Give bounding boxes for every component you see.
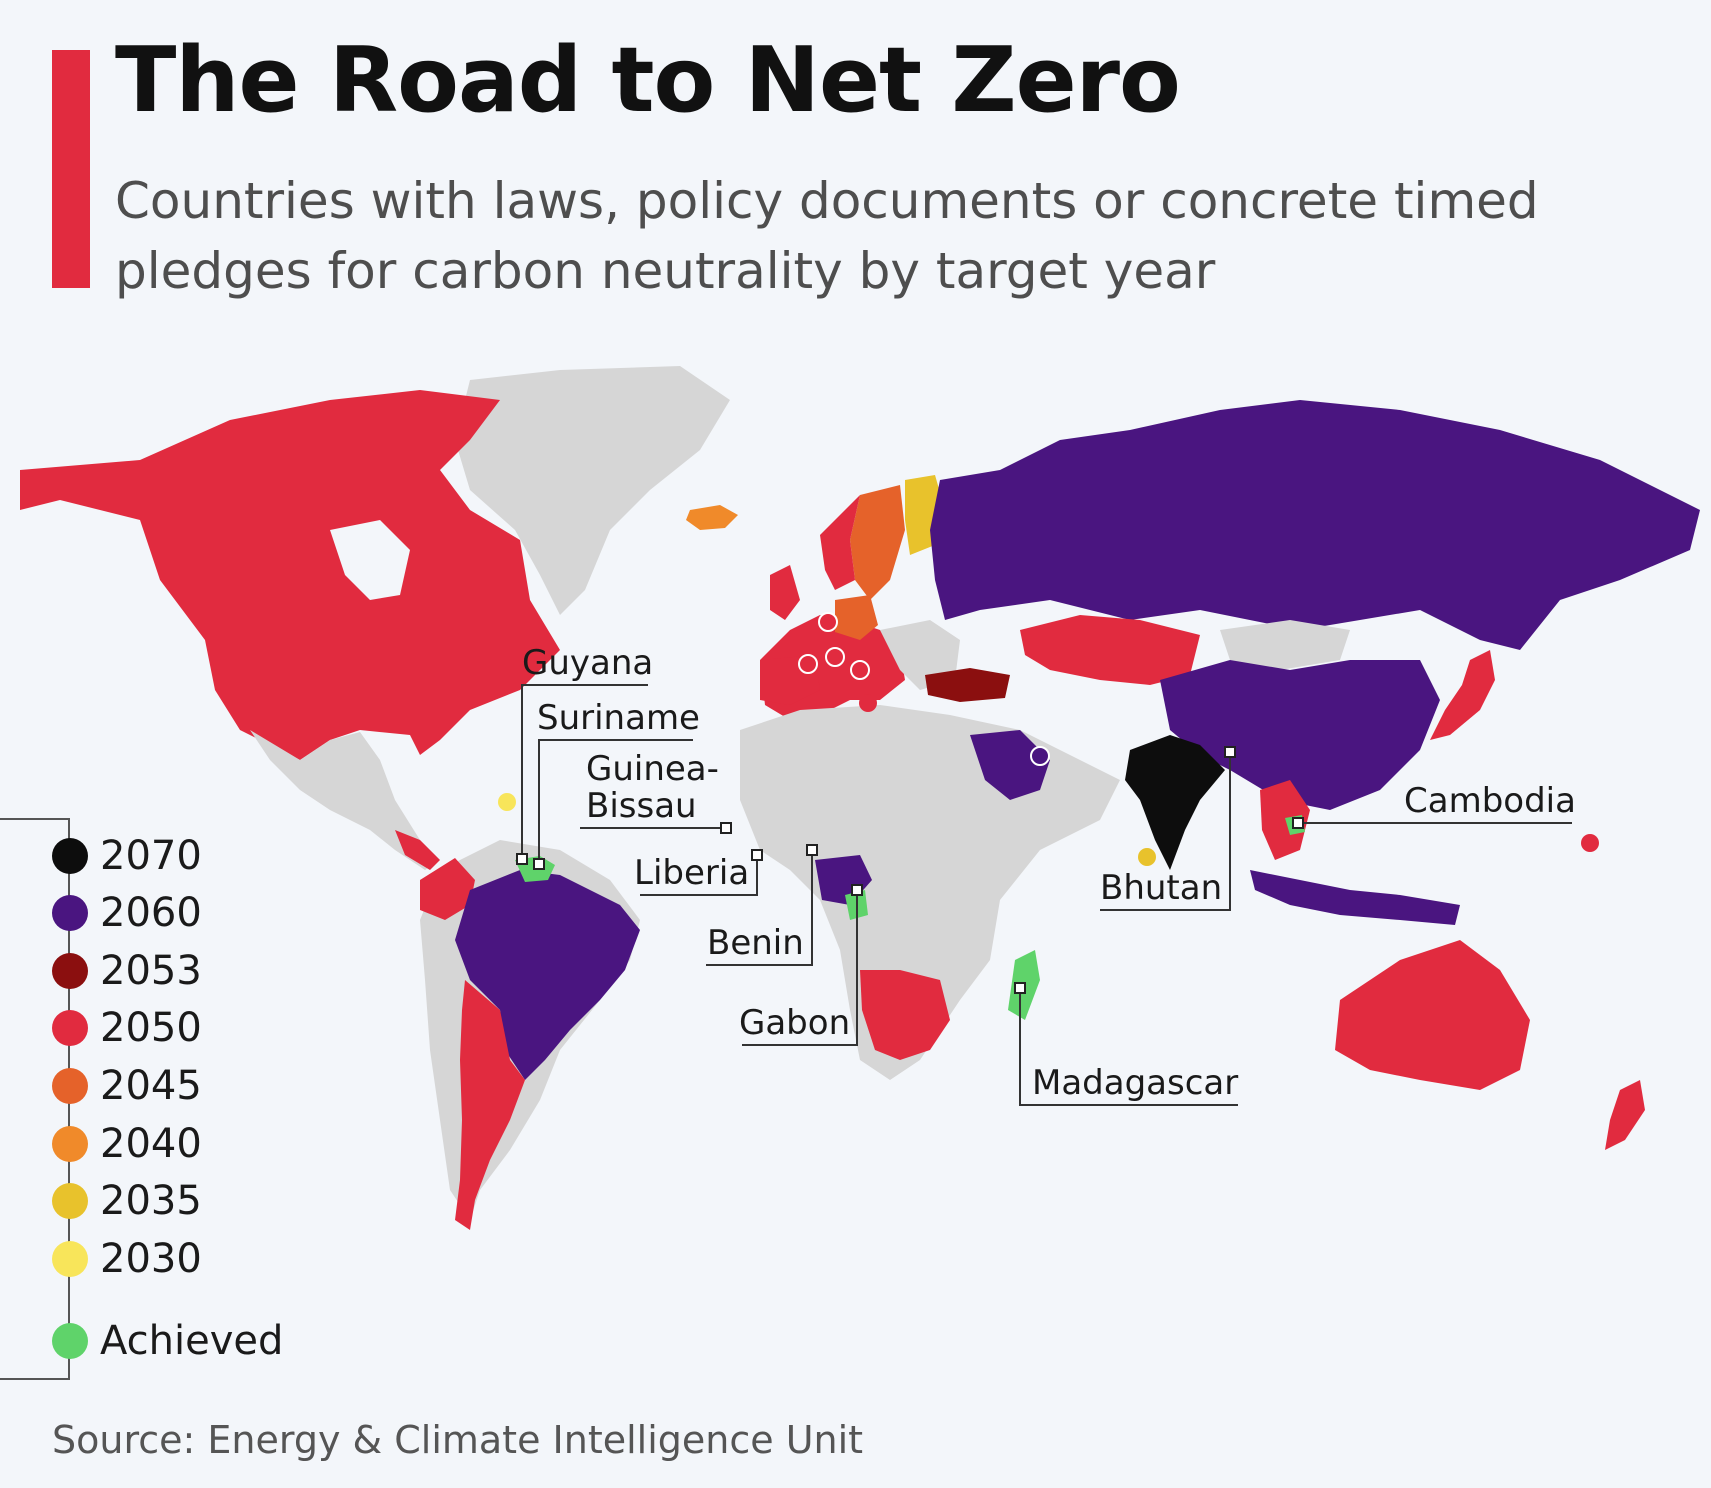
title-accent-bar	[52, 50, 90, 288]
new-zealand-2050	[1605, 1080, 1645, 1150]
antigua-2030-dot	[498, 793, 516, 811]
legend-item: 2070	[52, 830, 202, 882]
saudi-arabia-2060	[970, 730, 1050, 800]
page-subtitle: Countries with laws, policy documents or…	[115, 172, 1539, 300]
brazil-2060	[455, 870, 640, 1080]
chile-argentina-2050	[455, 980, 525, 1230]
turkey-2053	[925, 668, 1010, 702]
legend-item: 2030	[52, 1233, 202, 1285]
page-title: The Road to Net Zero	[115, 28, 1181, 133]
europe-dot-4	[850, 660, 870, 680]
legend-item: Achieved	[52, 1315, 283, 1367]
china-2060	[1160, 660, 1440, 810]
southeast-asia-2050	[1260, 780, 1310, 860]
europe-dot-3	[825, 647, 845, 667]
legend-item: 2045	[52, 1060, 202, 1112]
world-map: Guyana Suriname Guinea- Bissau Liberia B…	[20, 366, 1700, 1230]
label-cambodia: Cambodia	[1404, 781, 1576, 821]
hudson-bay	[330, 520, 410, 600]
legend-dot	[52, 953, 88, 989]
kazakhstan-2050	[1020, 615, 1200, 685]
fiji-2050-dot	[1581, 834, 1599, 852]
north-america-2050	[20, 390, 560, 760]
label-gabon: Gabon	[739, 1003, 850, 1043]
source-note: Source: Energy & Climate Intelligence Un…	[52, 1418, 864, 1462]
legend-dot	[52, 1126, 88, 1162]
indonesia-2060	[1250, 870, 1460, 925]
legend-item: 2050	[52, 1002, 202, 1054]
japan-2050	[1430, 650, 1495, 740]
legend-label: 2040	[100, 1121, 202, 1167]
callout-lines	[521, 684, 1572, 1106]
india-2070	[1125, 735, 1225, 870]
australia-2050	[1335, 940, 1530, 1090]
bahrain-2060-dot	[1030, 746, 1050, 766]
germany-2045	[835, 595, 878, 640]
europe-dot-2	[798, 654, 818, 674]
legend-dot	[52, 895, 88, 931]
europe-dot-1	[818, 612, 838, 632]
legend-dot	[52, 1241, 88, 1277]
legend-label: 2053	[100, 948, 202, 994]
legend-item: 2060	[52, 887, 202, 939]
colombia-2050	[420, 858, 475, 920]
central-america-2050	[395, 830, 440, 870]
greenland	[455, 366, 730, 615]
mongolia	[1220, 620, 1350, 670]
legend-label: 2035	[100, 1178, 202, 1224]
eastern-europe	[880, 620, 960, 690]
legend-item: 2053	[52, 945, 202, 997]
uk-2050	[770, 565, 800, 620]
legend-label: 2045	[100, 1063, 202, 1109]
legend-item: 2035	[52, 1175, 202, 1227]
legend-label: 2070	[100, 833, 202, 879]
legend-dot	[52, 1068, 88, 1104]
legend-label: Achieved	[100, 1318, 284, 1364]
legend-dot	[52, 1010, 88, 1046]
legend-item: 2040	[52, 1118, 202, 1170]
sweden-2045	[850, 485, 905, 600]
malta-2050-dot	[859, 694, 877, 712]
label-guinea-bissau-line2: Bissau	[586, 786, 697, 826]
norway-2050	[820, 495, 860, 590]
legend-label: 2030	[100, 1236, 202, 1282]
iceland-2040	[686, 505, 738, 530]
label-benin: Benin	[707, 923, 804, 963]
africa-middle-east	[740, 705, 1120, 1080]
russia-2060	[930, 400, 1700, 650]
legend-dot	[52, 1183, 88, 1219]
mexico-central-america	[250, 730, 440, 870]
label-liberia: Liberia	[634, 853, 749, 893]
maldives-2035-dot	[1138, 848, 1156, 866]
label-guyana: Guyana	[522, 643, 653, 683]
southern-africa-2050	[860, 970, 950, 1060]
legend-label: 2050	[100, 1005, 202, 1051]
label-guinea-bissau-line1: Guinea-	[586, 749, 719, 789]
label-madagascar: Madagascar	[1032, 1063, 1238, 1103]
legend-label: 2060	[100, 890, 202, 936]
label-bhutan: Bhutan	[1100, 868, 1222, 908]
legend-dot	[52, 838, 88, 874]
label-suriname: Suriname	[537, 698, 700, 738]
legend-dot	[52, 1323, 88, 1359]
callout-markers	[516, 746, 1304, 994]
